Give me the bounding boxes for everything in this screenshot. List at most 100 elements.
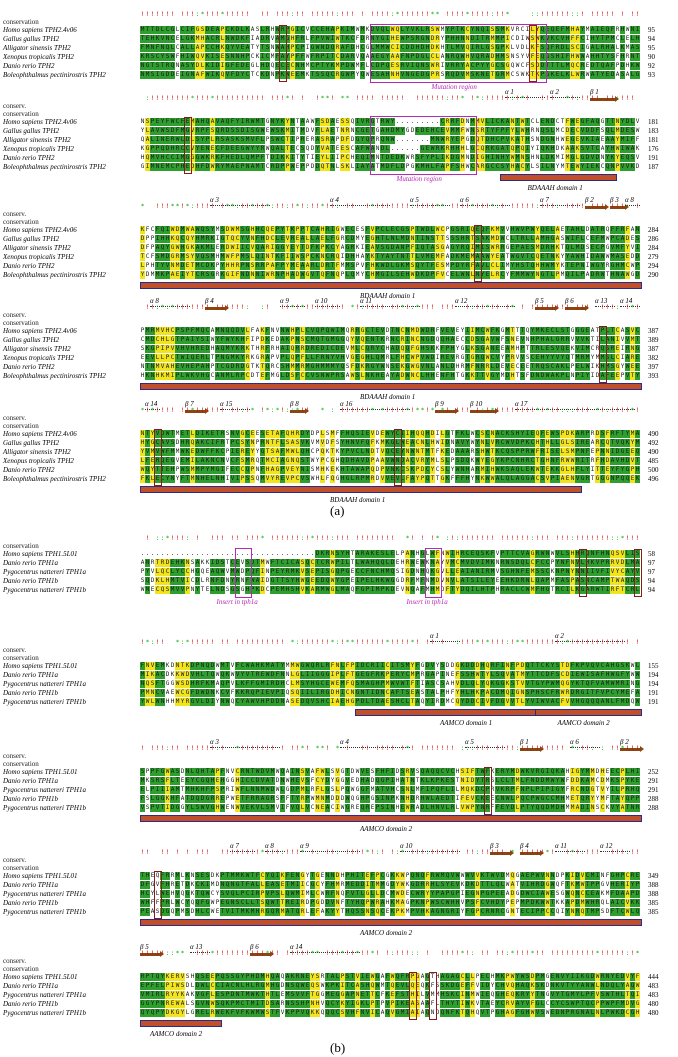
conservation-label: conserv. (3, 210, 27, 218)
sequence-position: 385 (648, 899, 659, 907)
species-name: Alligator sinensis TPH2 (3, 244, 71, 252)
helix-coil (595, 306, 615, 310)
species-name: Alligator sinensis TPH2 (3, 345, 71, 353)
conservation-label: conservation (3, 654, 39, 662)
highlight-box (599, 326, 607, 383)
helix-coil (360, 306, 420, 310)
sequence-position: 490 (648, 448, 659, 456)
helix-coil (280, 306, 305, 310)
strand-arrow (470, 408, 499, 414)
species-name: Danio rerio TPH1b (3, 1000, 58, 1008)
species-name: Pygocentrus nattereri TPH1a (3, 680, 86, 688)
species-name: Pygocentrus nattereri TPH1b (3, 804, 86, 812)
sequence-position: 496 (648, 475, 659, 483)
sequence-position: 90 (648, 53, 655, 61)
species-name: Pygocentrus nattereri TPH1b (3, 586, 86, 594)
domain-bar (140, 486, 582, 493)
sequence-position: 279 (648, 253, 659, 261)
ss-label: α 7 (230, 842, 239, 850)
sequence-position: 284 (648, 226, 659, 234)
species-name: Gallus gallus TPH2 (3, 127, 60, 135)
species-name: Boleophthalmus pectinirostris TPH2 (3, 372, 106, 380)
ss-label: α 8 (265, 842, 274, 850)
strand-arrow (590, 96, 619, 102)
conservation-row: ! :: *!!!: ! !!! !! !!! * !!!!!!:! *!!!:!!!… (145, 535, 640, 542)
highlight-box (279, 25, 287, 82)
conservation-row: :!!!!!!!! *!!! *!!!!!!!!!! !!! *! ! ! * *! * *… (145, 95, 635, 102)
sequence-position: 252 (648, 768, 659, 776)
sequence-position: 385 (648, 908, 659, 916)
sequence-position: 191 (648, 689, 659, 697)
panel_a-block-4: α 8 β 4 α 9 α 10 α 11 α 12 β 5 β 6 α 13 α 14 conse… (0, 297, 678, 401)
sequence-position: 483 (648, 982, 659, 990)
conservation-label: conservation (3, 965, 39, 973)
sequence-position: 155 (648, 662, 659, 670)
domain-label: BDAAAH domain 1 (360, 292, 416, 300)
panel_a-block-1: conservation !!!!!!! !!!: *!!! *!!!!! !! !!… (0, 4, 678, 104)
ss-label: α 8 (625, 196, 634, 204)
sequence-position: 288 (648, 804, 659, 812)
sequence-position: 95 (648, 26, 655, 34)
species-name: Danio rerio TPH1b (3, 899, 58, 907)
helix-coil (210, 205, 270, 209)
strand-arrow (250, 951, 274, 957)
ss-label: β 2 (620, 738, 629, 746)
sequence-position: 387 (648, 345, 659, 353)
helix-coil (555, 851, 585, 855)
species-name: Homo sapiens TPH2.4v06 (3, 26, 77, 34)
ss-label: α 11 (555, 842, 567, 850)
species-name: Pygocentrus nattereri TPH1a (3, 890, 86, 898)
domain-label: AAMCO domain 2 (360, 929, 413, 937)
species-name: Danio rerio TPH2 (3, 466, 55, 474)
sequence-position: 181 (648, 136, 659, 144)
ss-label: α 13 (190, 943, 203, 951)
helix-coil (300, 851, 360, 855)
ss-label: β 6 (565, 297, 574, 305)
conservation-row: * !!! * *! *:!!!! ! * *:!! *!! *:!!:! *!:!! *!!: … (140, 203, 640, 210)
species-name: Danio rerio TPH2 (3, 262, 55, 270)
conservation-label: conservation (3, 18, 39, 26)
conservation-row: !! !! ! ! !!! !!!!!!!! *!!!:!!! * !: !!: !… (140, 849, 640, 856)
panel-b-label: (b) (330, 1040, 346, 1055)
sequence-position: 388 (648, 890, 659, 898)
species-name: Homo sapiens TPH2.4v06 (3, 327, 77, 335)
highlight-box (429, 972, 437, 1020)
conservation-label: conservation (3, 110, 39, 118)
highlight-box (154, 871, 162, 919)
panel_b-block-1: conservation ! :: *!!!: ! !!! !! !!! * !!!… (0, 528, 678, 619)
species-name: Danio rerio TPH1b (3, 577, 58, 585)
panel_b-block-3: α 3 α 4 α 5 β 1 α 6 β 2 conserv. ! !!!:!! !!!!!… (0, 738, 678, 833)
ss-label: β 7 (185, 400, 194, 408)
panel_a-block-5: α 14 β 7 α 15 β 8 α 16 β 9 β 10 α 17 conserv. *! *… (0, 400, 678, 504)
helix-coil (505, 97, 545, 101)
region-label: Insert in tph1a (216, 598, 258, 606)
ss-label: α 15 (220, 400, 233, 408)
ss-label: α 3 (210, 738, 219, 746)
ss-label: β 6 (250, 943, 259, 951)
sequence-position: 194 (648, 680, 659, 688)
species-name: Xenopus tropicalis TPH2 (3, 53, 74, 61)
highlight-box (579, 549, 587, 597)
strand-arrow (205, 305, 229, 311)
ss-label: β 3 (490, 842, 499, 850)
helix-coil (265, 851, 285, 855)
species-name: Boleophthalmus pectinirostris TPH2 (3, 475, 106, 483)
ss-label: α 4 (340, 738, 349, 746)
ss-label: α 7 (540, 196, 549, 204)
conservation-label: conserv. (3, 102, 27, 110)
ss-label: α 5 (465, 738, 474, 746)
